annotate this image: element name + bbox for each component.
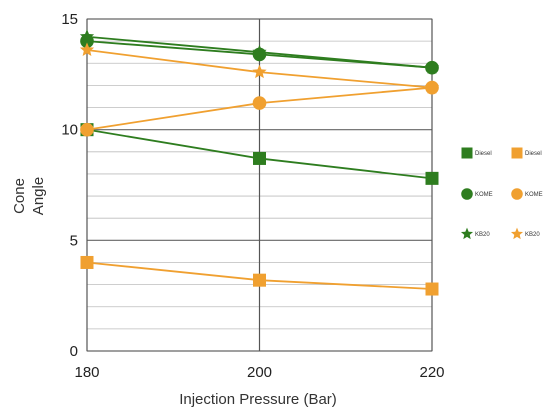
series-3 bbox=[79, 29, 440, 74]
data-point bbox=[79, 42, 95, 57]
x-tick-label: 220 bbox=[419, 364, 444, 381]
legend-label: KB20 bbox=[525, 232, 540, 238]
x-tick-label: 200 bbox=[247, 364, 272, 381]
legend-label: Diesel bbox=[525, 151, 542, 157]
legend-entry: Diesel bbox=[461, 147, 492, 159]
legend-label: KB20 bbox=[475, 232, 490, 238]
legend-entry: KOME bbox=[511, 188, 543, 200]
data-point bbox=[252, 64, 267, 79]
series-6 bbox=[79, 42, 440, 94]
legend: Diesel KOME KB20 Diesel KOME KB20 bbox=[460, 147, 543, 240]
data-point bbox=[253, 273, 266, 287]
data-point bbox=[253, 151, 266, 165]
series-4 bbox=[80, 255, 439, 296]
data-point bbox=[424, 60, 440, 74]
y-axis-label-line-2: Angle bbox=[30, 177, 47, 215]
legend-label: KOME bbox=[475, 192, 493, 198]
x-axis-label: Injection Pressure (Bar) bbox=[179, 391, 337, 408]
legend-marker bbox=[461, 188, 473, 200]
y-tick-label: 15 bbox=[61, 11, 78, 28]
y-axis-label-line-1: Cone bbox=[11, 178, 28, 214]
data-point bbox=[252, 96, 267, 110]
legend-entry: KOME bbox=[461, 188, 493, 200]
legend-marker bbox=[510, 227, 524, 240]
legend-marker bbox=[460, 227, 474, 240]
data-point bbox=[425, 282, 439, 296]
series-5 bbox=[80, 80, 439, 137]
legend-entry: Diesel bbox=[511, 147, 542, 159]
data-point bbox=[80, 255, 94, 269]
legend-marker bbox=[511, 188, 523, 200]
y-tick-label: 0 bbox=[70, 343, 78, 360]
legend-label: Diesel bbox=[475, 151, 492, 157]
legend-marker bbox=[461, 147, 473, 159]
data-point bbox=[252, 44, 267, 59]
y-tick-label: 10 bbox=[61, 122, 78, 139]
x-tick-label: 180 bbox=[74, 364, 99, 381]
data-point bbox=[80, 122, 94, 137]
data-point bbox=[425, 171, 439, 185]
series-layer bbox=[79, 29, 440, 296]
tick-labels: 180 200 220 0 5 10 15 bbox=[61, 11, 444, 381]
legend-entry: KB20 bbox=[460, 227, 490, 240]
data-point bbox=[424, 80, 440, 94]
data-point bbox=[79, 29, 95, 43]
legend-label: KOME bbox=[525, 192, 543, 198]
legend-entry: KB20 bbox=[510, 227, 540, 240]
legend-marker bbox=[511, 147, 523, 159]
y-tick-label: 5 bbox=[70, 232, 78, 249]
